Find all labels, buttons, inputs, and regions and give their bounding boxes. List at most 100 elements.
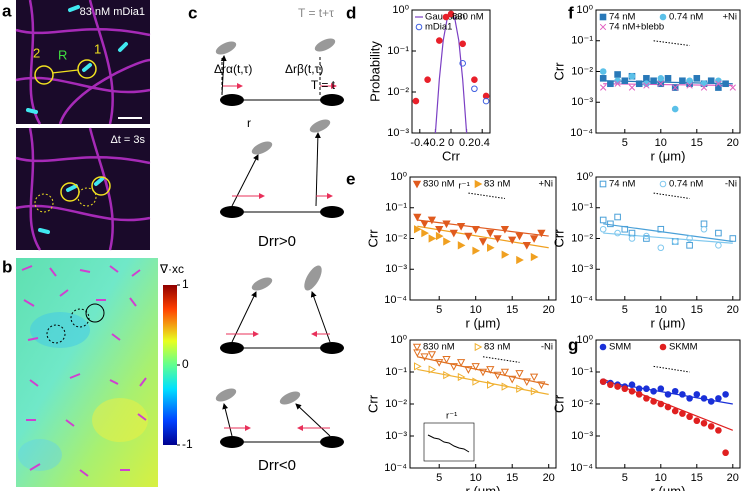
point (650, 387, 657, 395)
point (428, 234, 437, 243)
y-axis-label: Probability (367, 41, 382, 102)
point (650, 77, 657, 85)
legend-swatch (659, 343, 667, 351)
point (436, 37, 443, 44)
point (693, 75, 701, 82)
legend-swatch (412, 343, 422, 352)
guide-line (482, 356, 520, 363)
y-tick-label: 10⁻⁴ (570, 294, 593, 306)
legend-swatch (599, 343, 607, 351)
distance-label: R (58, 47, 67, 62)
colorbar-tick-label: 0 (182, 357, 189, 371)
point (686, 77, 693, 85)
legend-label: 830 nM (452, 12, 484, 23)
point (435, 225, 444, 234)
condition-label: +Ni (538, 179, 553, 190)
point (700, 395, 708, 402)
x-tick-label: 5 (436, 472, 442, 484)
point (722, 391, 729, 398)
legend-label: 74 nM+blebb (609, 22, 664, 33)
point (516, 255, 524, 265)
guide-line (653, 192, 690, 199)
point (686, 82, 693, 89)
x-axis-label: Crr (442, 148, 461, 163)
legend-swatch (412, 180, 422, 189)
point (643, 82, 650, 89)
point (501, 250, 510, 259)
point (607, 80, 614, 88)
y-tick-label: 10⁻³ (571, 263, 593, 275)
legend-swatch (415, 23, 423, 31)
point (427, 216, 437, 225)
point (700, 80, 708, 88)
point (664, 403, 672, 411)
x-tick-label: 20 (727, 304, 739, 316)
point (457, 372, 466, 382)
point (686, 395, 693, 402)
point (614, 383, 621, 390)
legend-swatch (659, 13, 667, 21)
x-tick-label: 10 (655, 137, 667, 149)
point (443, 237, 451, 246)
point (537, 381, 546, 390)
point (628, 84, 636, 91)
fit-line (417, 368, 549, 395)
lag-label: Δt = 3s (110, 134, 145, 146)
y-tick-label: 10⁰ (390, 171, 407, 183)
x-axis-label: r (μm) (651, 483, 686, 491)
point (715, 80, 722, 87)
point (599, 68, 607, 75)
point (657, 400, 665, 408)
x-tick-label: 5 (622, 304, 628, 316)
point (442, 355, 451, 364)
y-tick-label: 10⁻¹ (571, 202, 593, 214)
point (486, 229, 495, 238)
point (614, 80, 621, 87)
point (599, 216, 607, 224)
point (621, 77, 629, 85)
y-axis-label: Crr (551, 394, 566, 413)
x-tick-label: 20 (727, 472, 739, 484)
colorbar-label: ∇·xc (159, 262, 184, 276)
point (414, 225, 422, 234)
legend-label: 0.74 nM (669, 12, 703, 23)
y-axis-label: Crr (551, 62, 566, 81)
legend-swatch (442, 13, 450, 21)
point (671, 238, 679, 245)
point (693, 391, 701, 398)
point (420, 353, 429, 362)
legend-label: 83 nM (484, 342, 510, 353)
panel-label: e (346, 169, 355, 188)
displacement-label: Δrβ(t,τ) (285, 62, 323, 76)
point (508, 375, 517, 384)
point (686, 242, 693, 249)
point (459, 60, 467, 67)
point (471, 225, 480, 234)
point (643, 235, 650, 242)
regime-label: Drr<0 (258, 457, 296, 474)
y-axis-label: Crr (365, 229, 380, 248)
point (599, 75, 607, 82)
y-tick-label: 10⁻² (571, 65, 593, 77)
y-tick-label: 10⁻¹ (385, 366, 407, 378)
point (635, 385, 643, 393)
y-tick-label: 10⁻¹ (571, 366, 593, 378)
x-tick-label: 20 (543, 304, 555, 316)
y-tick-label: 10⁻⁴ (384, 462, 407, 474)
legend-label: SMM (609, 342, 631, 353)
point (729, 235, 737, 242)
point (607, 220, 614, 228)
y-tick-label: 10⁻² (385, 232, 407, 244)
inset-curve (427, 434, 470, 453)
y-tick-label: 10⁻² (571, 232, 593, 244)
point (657, 385, 665, 393)
displacement-field (16, 258, 177, 487)
x-tick-label: 0.2 (459, 137, 474, 149)
legend-swatch (474, 179, 483, 189)
image-label: 83 nM mDia1 (80, 6, 145, 18)
legend-swatch (599, 23, 607, 31)
point (664, 75, 672, 82)
point (686, 235, 693, 242)
panel-label: c (188, 3, 197, 22)
x-tick-label: 20 (543, 472, 555, 484)
